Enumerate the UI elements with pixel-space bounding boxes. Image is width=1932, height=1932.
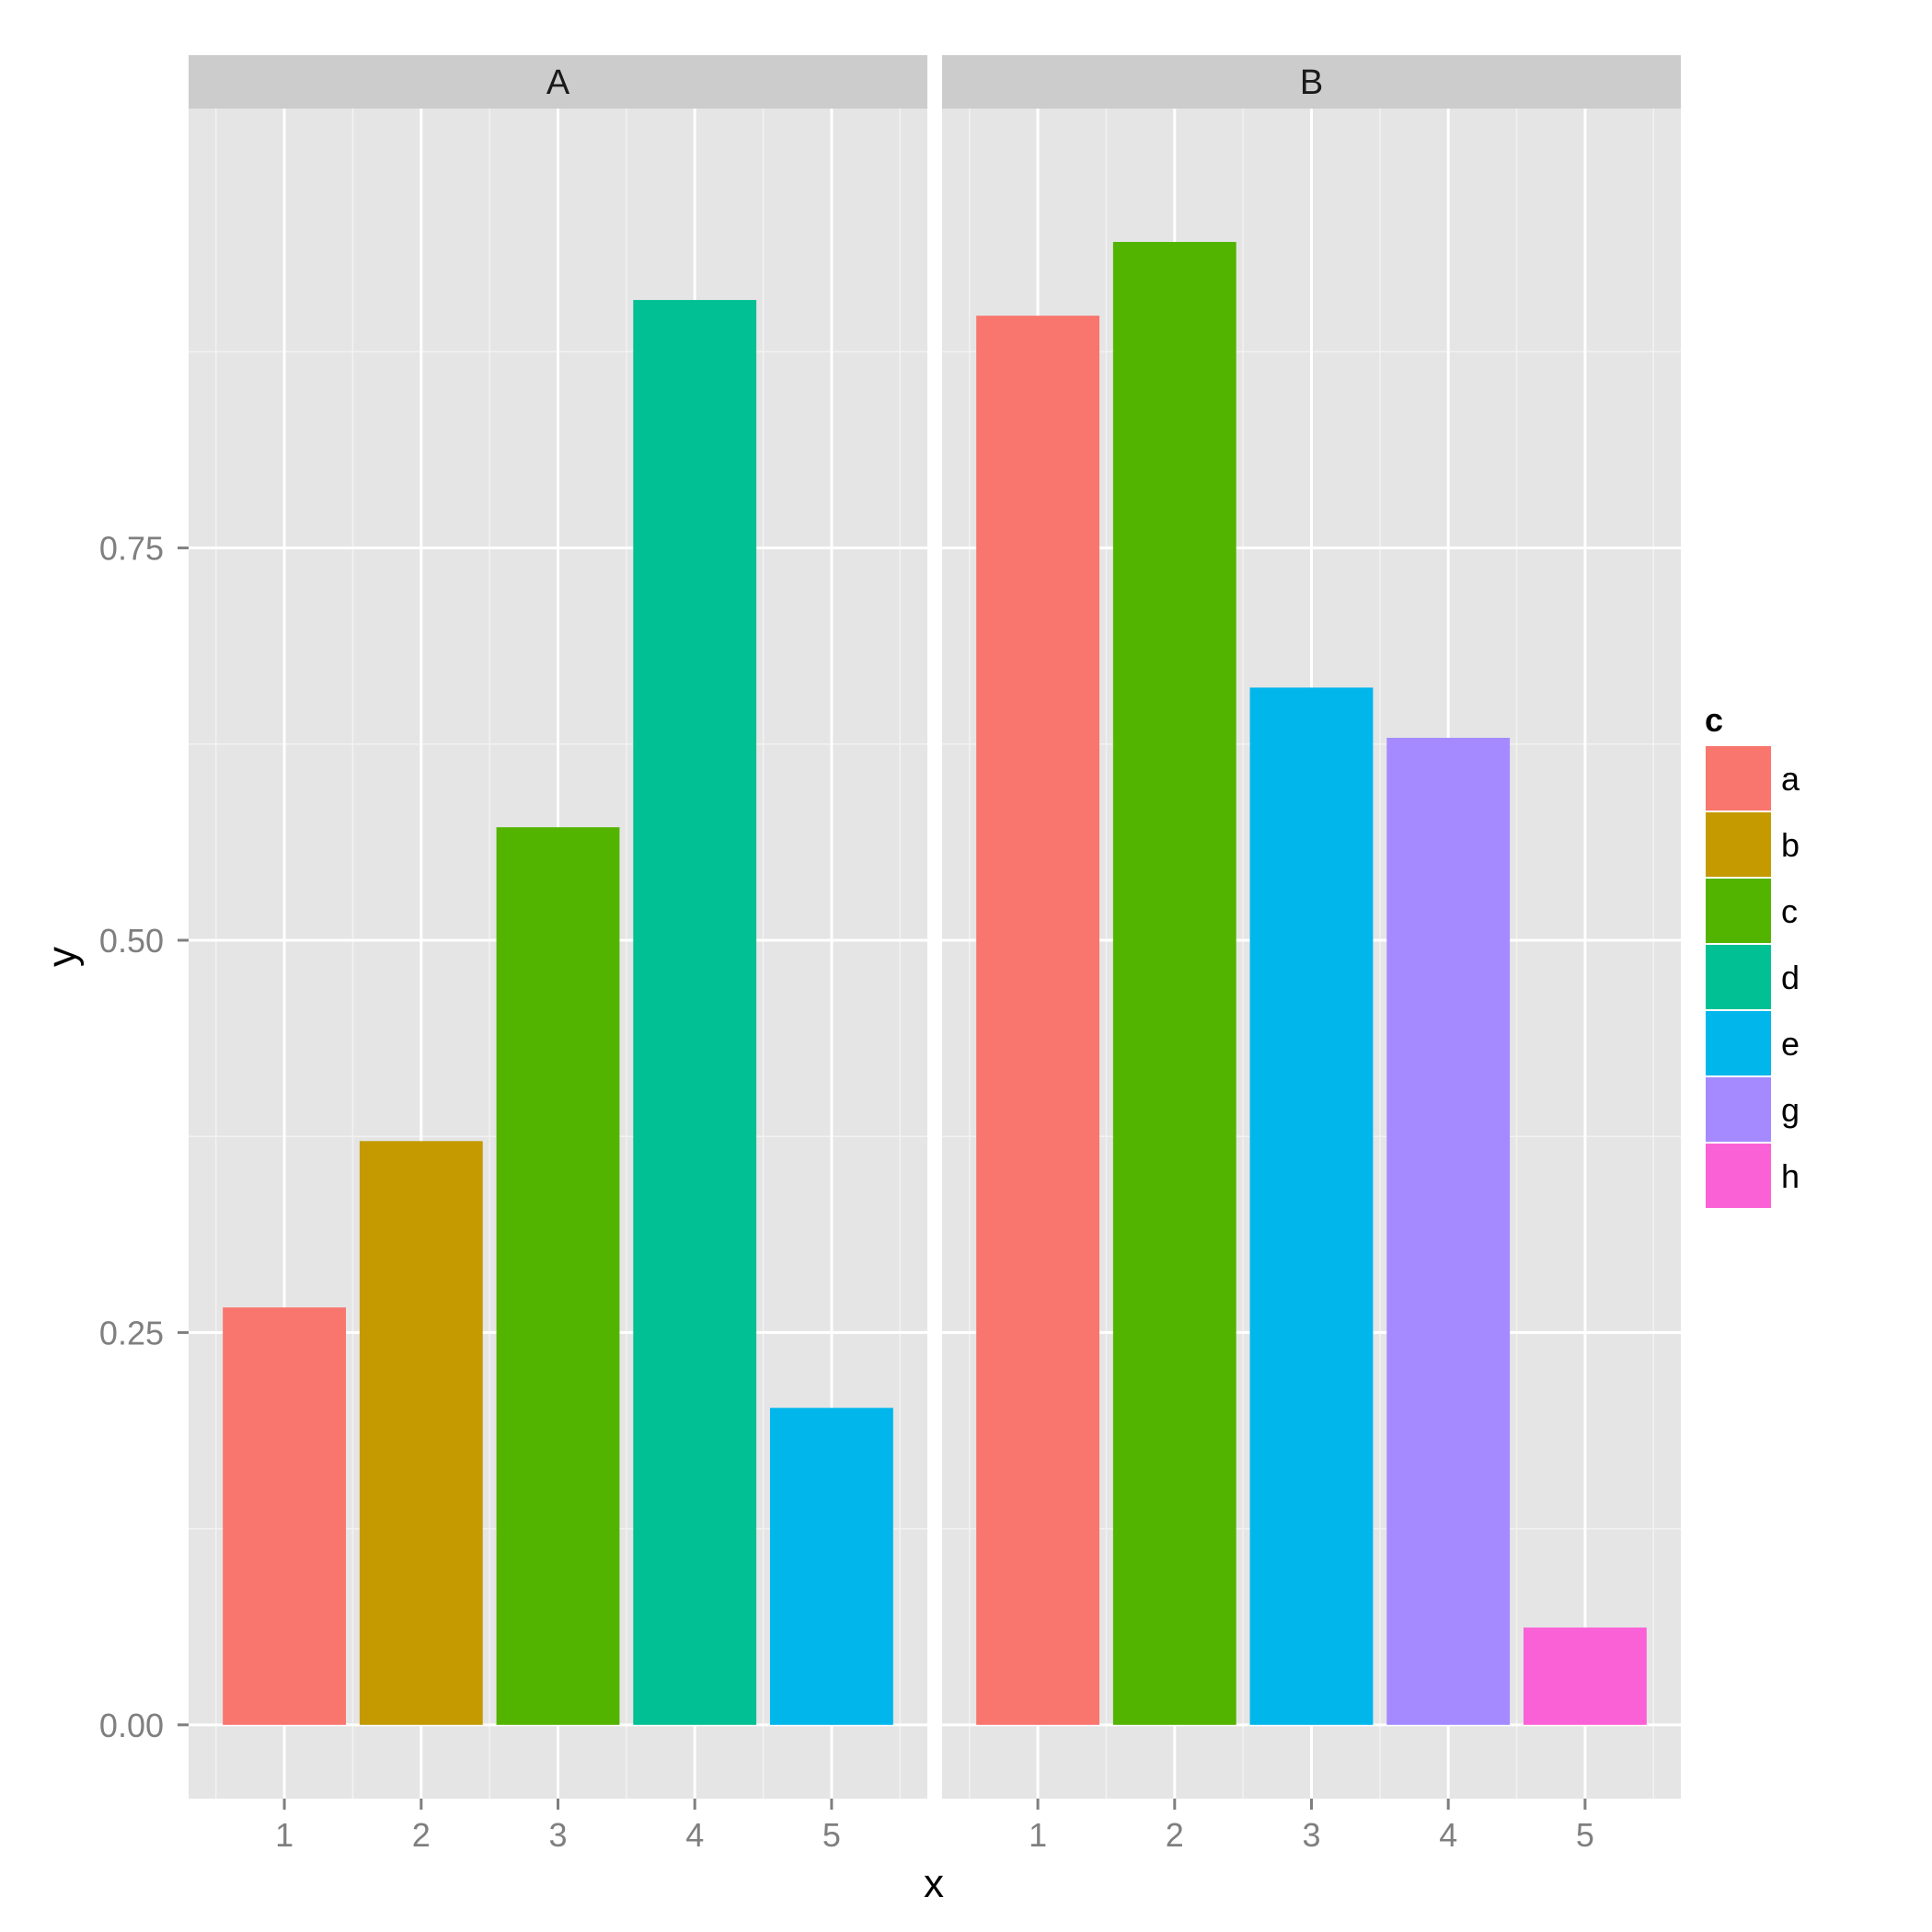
- legend-key-c: [1704, 877, 1773, 945]
- legend-label-e: e: [1781, 1025, 1800, 1063]
- x-tick-label: 4: [1439, 1816, 1457, 1854]
- bar-B-1: [976, 316, 1100, 1725]
- legend-key-g: [1704, 1075, 1773, 1144]
- y-tick-label: 0.75: [99, 530, 164, 568]
- facet-strip-label: B: [1300, 63, 1323, 102]
- legend-key-b: [1704, 811, 1773, 879]
- bar-B-3: [1249, 687, 1374, 1725]
- legend-label-a: a: [1781, 760, 1800, 798]
- y-tick-label: 0.25: [99, 1314, 164, 1351]
- legend-key-h: [1704, 1142, 1773, 1210]
- bar-B-4: [1386, 737, 1511, 1725]
- x-tick-label: 5: [1576, 1816, 1594, 1854]
- x-tick-label: 2: [412, 1816, 431, 1854]
- legend-title: c: [1705, 701, 1723, 739]
- bar-A-3: [496, 827, 620, 1725]
- facet-panel-B: B: [942, 55, 1681, 1799]
- legend-key-a: [1704, 744, 1773, 812]
- x-tick-label: 5: [822, 1816, 841, 1854]
- bar-B-2: [1112, 241, 1236, 1725]
- legend-label-h: h: [1781, 1157, 1800, 1195]
- x-tick-label: 1: [1029, 1816, 1047, 1854]
- y-axis-title: y: [40, 947, 85, 967]
- y-axis: 0.00 0.25 0.50 0.75: [99, 530, 189, 1744]
- legend-key-d: [1704, 943, 1773, 1011]
- facet-panel-A: A: [189, 55, 927, 1799]
- bar-A-2: [359, 1141, 483, 1725]
- x-tick-label: 3: [1302, 1816, 1320, 1854]
- legend-label-d: d: [1781, 959, 1800, 996]
- bar-A-4: [633, 300, 757, 1725]
- legend-label-g: g: [1781, 1091, 1800, 1129]
- bar-A-5: [769, 1408, 893, 1725]
- bar-A-1: [223, 1307, 347, 1725]
- x-tick-label: 3: [548, 1816, 567, 1854]
- facet-strip: [942, 55, 1681, 109]
- bar-B-5: [1523, 1627, 1647, 1725]
- x-tick-label: 2: [1166, 1816, 1184, 1854]
- y-tick-label: 0.50: [99, 922, 164, 960]
- facet-strip-label: A: [546, 63, 570, 102]
- legend-label-c: c: [1781, 892, 1798, 930]
- y-tick-label: 0.00: [99, 1707, 164, 1744]
- legend-label-b: b: [1781, 826, 1800, 864]
- x-tick-label: 1: [275, 1816, 293, 1854]
- x-axis-title: x: [924, 1861, 944, 1906]
- legend-key-e: [1704, 1009, 1773, 1077]
- x-axis: 1 2 3 4 5 1 2 3 4 5: [275, 1799, 1594, 1854]
- facet-strip: [189, 55, 927, 109]
- x-tick-label: 4: [685, 1816, 704, 1854]
